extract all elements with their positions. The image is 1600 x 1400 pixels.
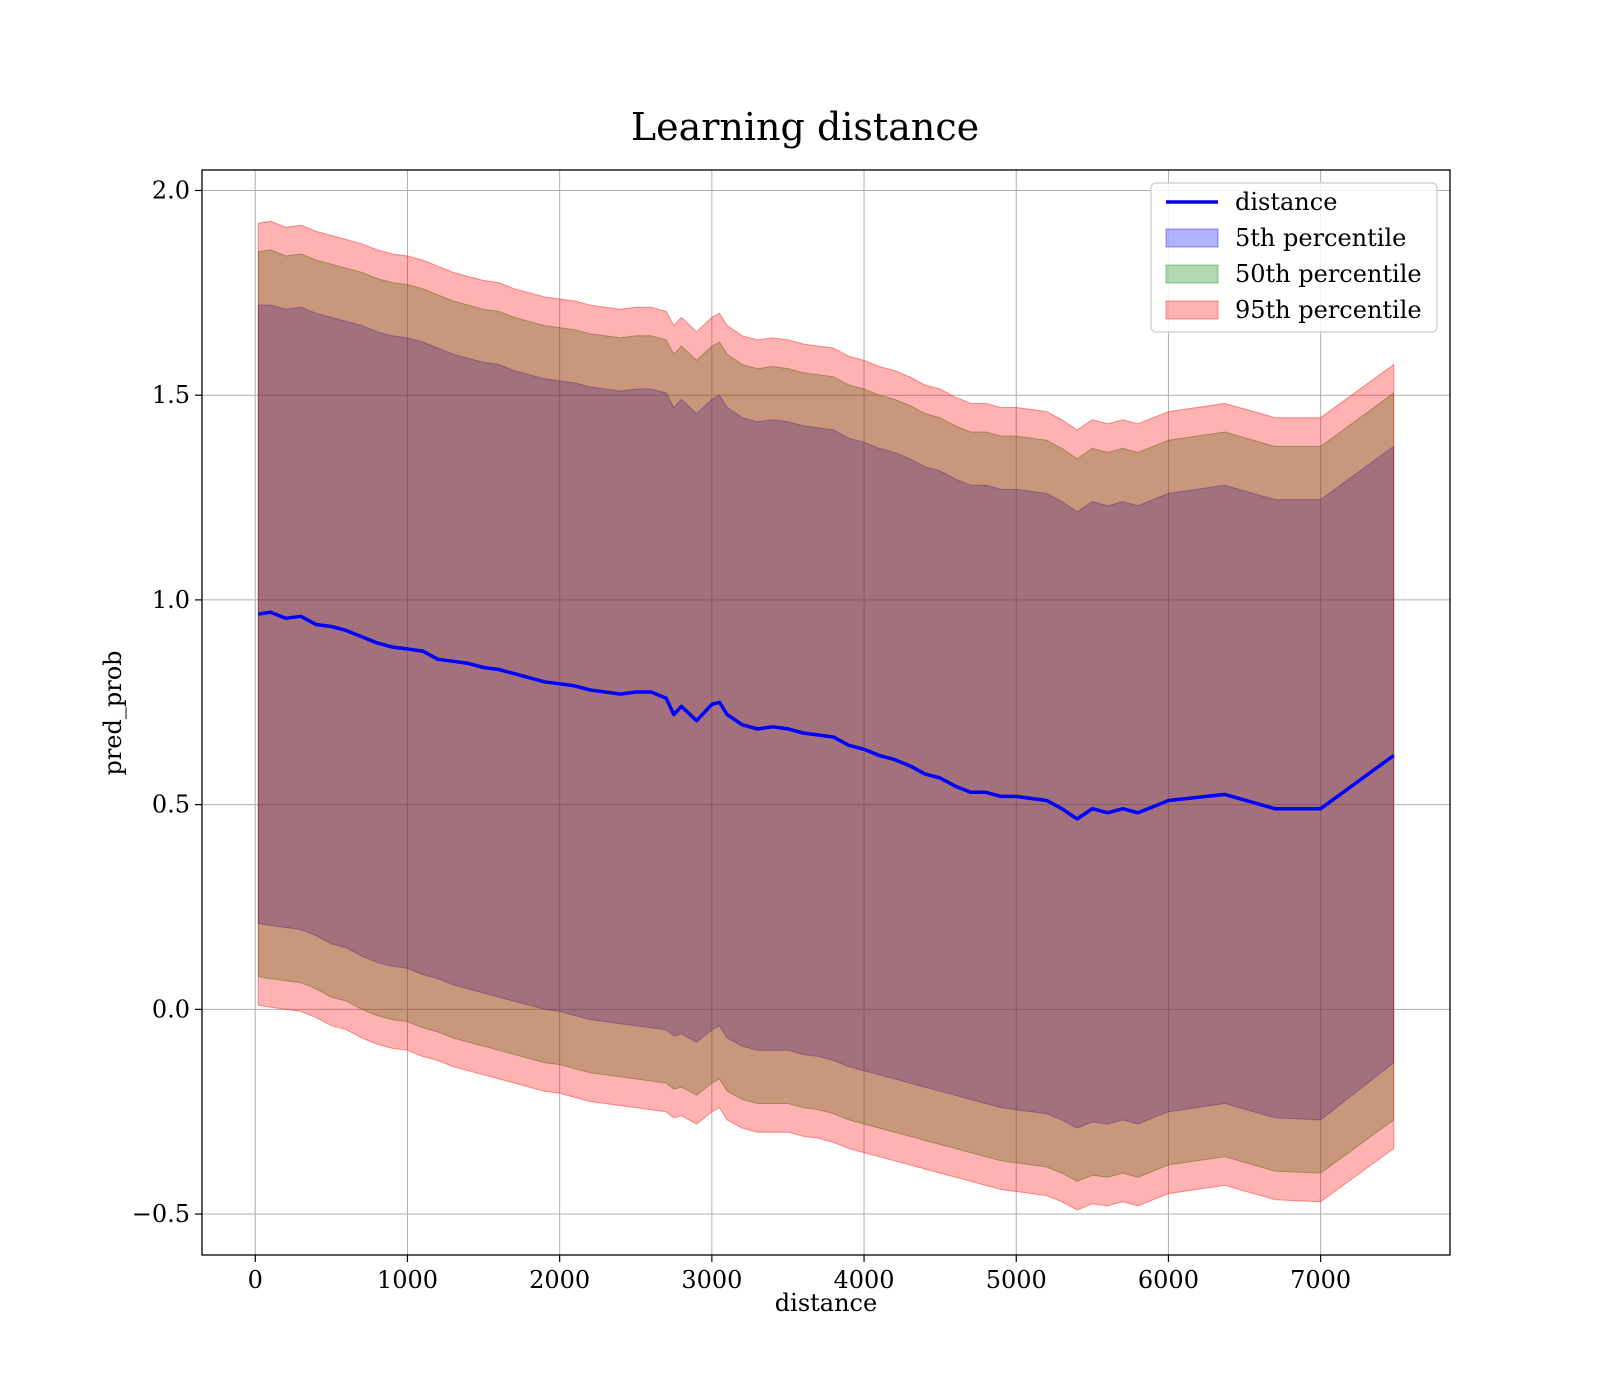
legend-frame xyxy=(1150,182,1438,333)
legend-patch-swatch xyxy=(1165,264,1219,284)
legend-patch-swatch xyxy=(1165,300,1219,320)
plot-frame xyxy=(201,169,1451,1256)
legend-label: distance xyxy=(1235,188,1337,216)
plot-area: 0 1000 2000 3000 4000 5000 6000 7000 −0.5 0.0 0.5… xyxy=(132,169,1451,1294)
x-tick-label: 6000 xyxy=(1138,1266,1199,1294)
legend-label: 5th percentile xyxy=(1235,224,1406,252)
legend-item: 5th percentile xyxy=(1165,224,1406,252)
band-5th-percentile xyxy=(257,304,1395,1129)
x-tick-label: 3000 xyxy=(681,1266,742,1294)
x-axis-ticks: 0 1000 2000 3000 4000 5000 6000 7000 xyxy=(248,1255,1351,1294)
percentile-bands xyxy=(257,220,1395,1211)
y-tick-label: 0.5 xyxy=(152,791,190,819)
x-tick-label: 5000 xyxy=(986,1266,1047,1294)
y-tick-label: −0.5 xyxy=(132,1200,190,1228)
legend-patch-swatch xyxy=(1165,228,1219,248)
legend-label: 95th percentile xyxy=(1235,296,1422,324)
legend-items: distance 5th percentile 50th percentile 95t… xyxy=(1165,188,1422,324)
x-tick-label: 2000 xyxy=(529,1266,590,1294)
band-95th-percentile xyxy=(257,220,1395,1211)
x-tick-label: 7000 xyxy=(1290,1266,1351,1294)
legend-label: 50th percentile xyxy=(1235,260,1422,288)
grid xyxy=(202,170,1450,1255)
y-tick-label: 1.0 xyxy=(152,586,190,614)
x-axis-label: distance xyxy=(775,1289,877,1317)
x-tick-label: 1000 xyxy=(377,1266,438,1294)
y-axis-label: pred_prob xyxy=(99,650,127,775)
legend-item: distance xyxy=(1166,188,1337,216)
band-50th-percentile xyxy=(257,249,1395,1182)
legend-item: 50th percentile xyxy=(1165,260,1422,288)
distance-line-layer xyxy=(258,610,1395,821)
legend: distance 5th percentile 50th percentile 95t… xyxy=(1150,182,1438,333)
plot-background xyxy=(202,170,1450,1255)
y-tick-label: 2.0 xyxy=(152,176,190,204)
x-tick-label: 0 xyxy=(248,1266,263,1294)
chart-title: Learning distance xyxy=(631,105,979,149)
series-line-distance xyxy=(258,610,1395,821)
y-tick-label: 0.0 xyxy=(152,995,190,1023)
legend-item: 95th percentile xyxy=(1165,296,1422,324)
y-axis-ticks: −0.5 0.0 0.5 1.0 1.5 2.0 xyxy=(132,176,202,1228)
y-tick-label: 1.5 xyxy=(152,381,190,409)
x-tick-label: 4000 xyxy=(834,1266,895,1294)
